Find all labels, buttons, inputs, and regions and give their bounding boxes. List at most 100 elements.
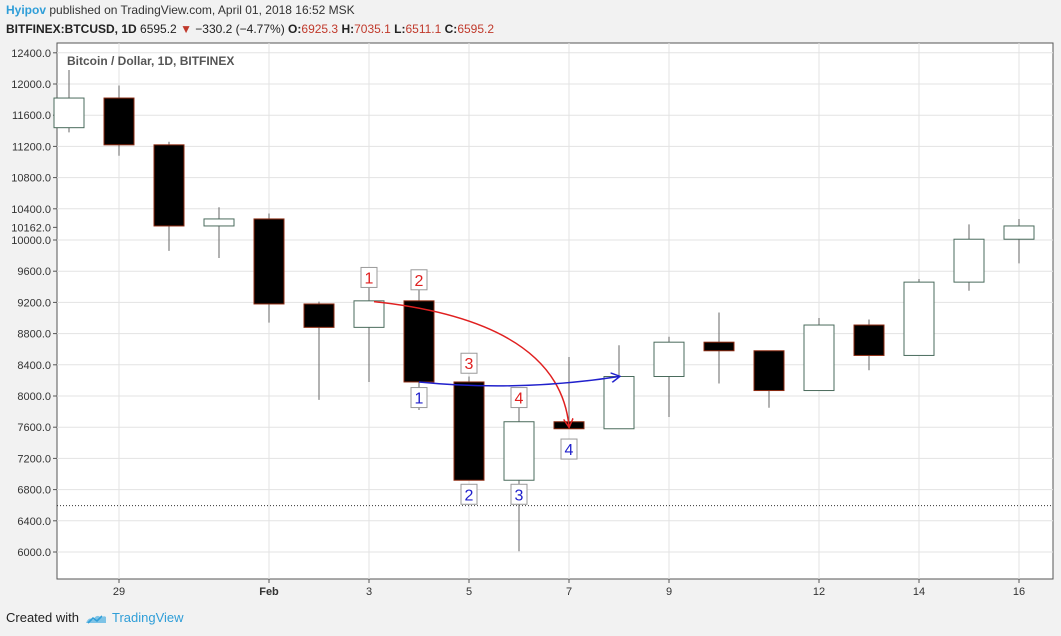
red-annotation-label: 2 [410, 269, 428, 291]
chart-area[interactable]: 6000.0 6400.0 6800.0 7200.0 7600.0 8000.0 8400… [0, 40, 1061, 598]
red-annotation-label-box [360, 266, 378, 288]
x-tick-label: 29 [113, 586, 125, 596]
blue-annotation-label-box [560, 438, 578, 460]
annotation-labels: 1 2 3 4 1 2 3 4 [360, 266, 578, 505]
blue-annotation-label-box [460, 483, 478, 505]
y-tick-label: 12400.0 [11, 48, 51, 60]
candle [153, 141, 185, 251]
candle [953, 224, 985, 291]
high-label: H: [341, 22, 355, 36]
y-tick-label: 10800.0 [11, 173, 51, 185]
candle [453, 376, 485, 481]
candle-body [953, 238, 985, 283]
x-tick-label: 16 [1013, 586, 1025, 596]
red-annotation-label-text: 2 [415, 273, 424, 290]
x-tick-label: Feb [259, 586, 279, 596]
candle-body [153, 144, 185, 227]
candle-body [603, 376, 635, 430]
candle-body [503, 421, 535, 481]
candle [853, 319, 885, 371]
y-tick-label: 10000.0 [11, 235, 51, 247]
publish-header: Hyipov published on TradingView.com, Apr… [6, 3, 355, 17]
candle [253, 213, 285, 323]
red-annotation-label-text: 4 [515, 391, 524, 408]
y-tick-label: 8800.0 [17, 329, 51, 341]
blue-annotation-label: 4 [560, 438, 578, 460]
tradingview-brand: TradingView [111, 610, 184, 625]
candle-body [703, 341, 735, 352]
red-annotation-label: 1 [360, 266, 378, 288]
price-marker-label: 10162.0 [11, 222, 51, 234]
y-tick-label: 11600.0 [12, 110, 51, 122]
candle [353, 287, 385, 382]
y-tick-label: 11200.0 [12, 141, 51, 153]
blue-annotation-label-box [510, 483, 528, 505]
candle-body [453, 381, 485, 481]
red-annotation-label-text: 1 [365, 270, 374, 287]
blue-annotation-label: 1 [410, 387, 428, 409]
candle-body [353, 300, 385, 328]
candle [503, 406, 535, 552]
candle-body [653, 341, 685, 377]
created-with-label: Created with [6, 610, 79, 625]
red-annotation-label-text: 3 [465, 356, 474, 373]
author-name[interactable]: Hyipov [6, 3, 47, 17]
candle-body [103, 97, 135, 146]
symbol-label: BITFINEX:BTCUSD, 1D [6, 22, 137, 36]
y-tick-label: 6000.0 [17, 547, 51, 559]
footer: Created with TradingView [6, 610, 184, 625]
y-tick-label: 8400.0 [17, 360, 51, 372]
candle [753, 350, 785, 408]
close-value: 6595.2 [457, 22, 495, 36]
candle-body [303, 303, 335, 328]
blue-annotation-label-text: 3 [515, 487, 524, 504]
candle-body [903, 281, 935, 356]
candle-body [53, 97, 85, 129]
candlestick-chart[interactable]: 6000.0 6400.0 6800.0 7200.0 7600.0 8000.0 8400… [0, 40, 1061, 598]
open-label: O: [288, 22, 302, 36]
candle [203, 207, 235, 258]
blue-annotation-label-text: 1 [415, 391, 424, 408]
y-tick-label: 8000.0 [17, 391, 51, 403]
candle [103, 85, 135, 156]
blue-annotation-label-text: 2 [465, 487, 474, 504]
red-annotation-label: 3 [460, 352, 478, 374]
x-tick-label: 3 [366, 586, 372, 596]
x-tick-label: 9 [666, 586, 672, 596]
y-tick-label: 9600.0 [17, 266, 51, 278]
high-value: 7035.1 [354, 22, 391, 36]
y-axis: 6000.0 6400.0 6800.0 7200.0 7600.0 8000.0 8400… [11, 48, 57, 559]
x-tick-label: 12 [813, 586, 825, 596]
x-axis: 29 Feb 3 5 7 9 12 14 16 [113, 579, 1025, 598]
candle [653, 336, 685, 418]
change-value: −330.2 (−4.77%) [195, 22, 285, 36]
blue-annotation-label: 3 [510, 483, 528, 505]
candle [1003, 218, 1035, 264]
ohlc-bar: BITFINEX:BTCUSD, 1D 6595.2 ▼ −330.2 (−4.… [6, 22, 494, 36]
candle [303, 301, 335, 400]
low-label: L: [394, 22, 406, 36]
last-price: 6595.2 [140, 22, 177, 36]
y-tick-label: 6800.0 [17, 485, 51, 497]
tradingview-link[interactable]: TradingView [85, 610, 184, 625]
blue-annotation-label: 2 [460, 483, 478, 505]
y-tick-label: 9200.0 [17, 297, 51, 309]
candle-body [403, 300, 435, 383]
blue-annotation-label-text: 4 [565, 442, 574, 459]
y-tick-label: 7200.0 [17, 453, 51, 465]
blue-arrow [418, 377, 619, 387]
y-tick-label: 10400.0 [11, 204, 51, 216]
tradingview-logo-icon [85, 614, 106, 624]
blue-annotation-label-box [410, 387, 428, 409]
y-tick-label: 7600.0 [17, 422, 51, 434]
published-text: published on TradingView.com, April 01, … [49, 3, 355, 17]
y-tick-label: 6400.0 [17, 516, 51, 528]
red-annotation-label-box [510, 387, 528, 409]
candle-body [203, 218, 235, 227]
down-triangle-icon: ▼ [180, 22, 192, 36]
red-annotation-label-box [410, 269, 428, 291]
red-annotation-label-box [460, 352, 478, 374]
open-value: 6925.3 [301, 22, 339, 36]
candle-body [803, 324, 835, 392]
candle [703, 312, 735, 384]
